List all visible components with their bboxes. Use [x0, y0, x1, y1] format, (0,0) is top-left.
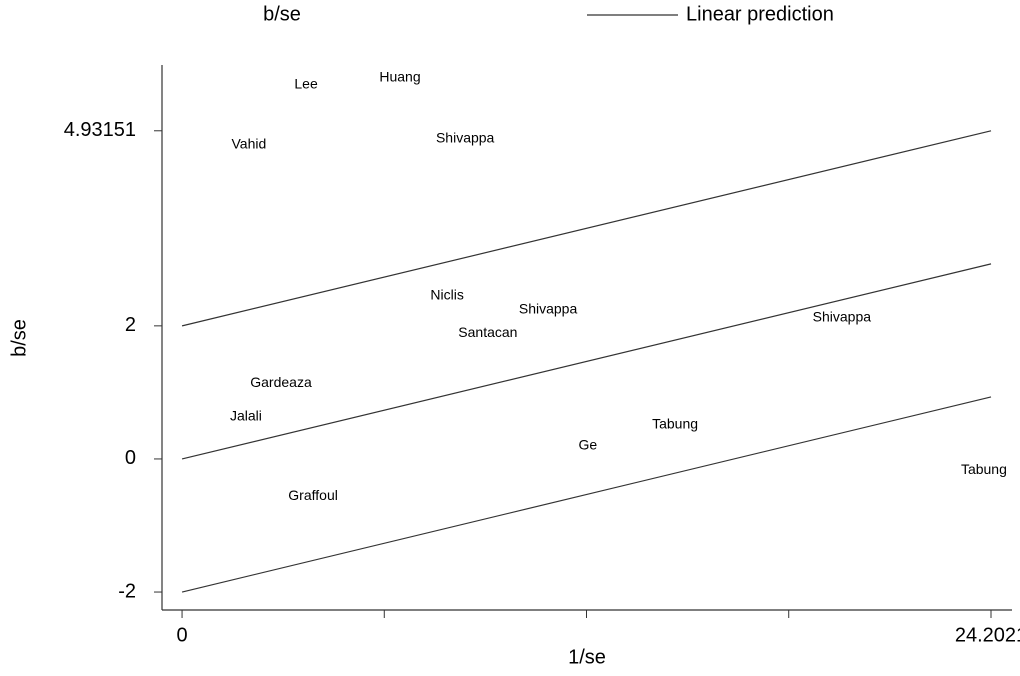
point-label: Niclis [430, 287, 463, 303]
x-axis-title: 1/se [568, 646, 606, 668]
point-label: Shivappa [436, 130, 495, 146]
point-label: Tabung [961, 461, 1007, 477]
point-label: Graffoul [288, 487, 338, 503]
point-label: Gardeaza [250, 374, 312, 390]
x-tick-label: 24.2021 [955, 624, 1020, 646]
point-label: Shivappa [519, 301, 578, 317]
y-axis-title: b/se [8, 319, 30, 357]
x-tick-label: 0 [176, 624, 187, 646]
point-label: Vahid [232, 136, 267, 152]
band-line [181, 396, 992, 593]
point-label: Ge [578, 436, 597, 452]
y-tick-label: 2 [125, 314, 136, 336]
legend-label: Linear prediction [686, 3, 834, 25]
y-tick-label: 4.93151 [64, 119, 136, 141]
point-label: Shivappa [813, 309, 872, 325]
point-label: Lee [294, 76, 318, 92]
point-label: Santacan [458, 324, 517, 340]
y-tick-label: -2 [118, 580, 136, 602]
point-label: Huang [379, 68, 420, 84]
point-label: Jalali [230, 408, 262, 424]
band-line [181, 130, 992, 327]
point-label: Tabung [652, 416, 698, 432]
legend-label: b/se [263, 3, 301, 25]
y-tick-label: 0 [125, 447, 136, 469]
prediction-line [181, 263, 992, 460]
